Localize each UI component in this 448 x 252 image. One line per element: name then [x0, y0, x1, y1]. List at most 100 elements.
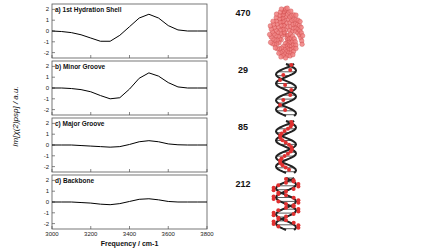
water-atom — [285, 6, 290, 11]
y-tick-label: 1 — [46, 131, 50, 137]
water-atom — [284, 181, 288, 185]
water-atom — [289, 88, 293, 92]
y-tick-label: -1 — [44, 39, 50, 45]
y-tick — [52, 166, 55, 167]
plot-area — [52, 199, 207, 205]
water-atom — [284, 218, 288, 222]
spectrum-line — [52, 14, 207, 41]
dna-image — [276, 63, 296, 116]
x-tick — [90, 226, 91, 229]
y-tick-label: 2 — [46, 63, 50, 69]
water-atom — [296, 185, 300, 189]
base-pair — [278, 71, 296, 72]
y-tick — [52, 212, 55, 213]
water-atom — [274, 12, 279, 17]
y-tick-label: -2 — [44, 221, 50, 227]
water-atom — [292, 205, 296, 209]
y-tick — [52, 109, 55, 110]
x-axis-label: Frequency / cm-1 — [101, 240, 159, 248]
x-tick — [129, 169, 130, 172]
y-tick — [52, 20, 55, 21]
water-atom — [271, 19, 276, 24]
x-tick — [129, 112, 130, 115]
y-tick — [52, 41, 55, 42]
plot-frame — [52, 175, 207, 229]
strand — [276, 121, 296, 173]
water-atom — [281, 138, 285, 142]
x-tick — [52, 169, 53, 172]
x-tick — [90, 112, 91, 115]
water-atom — [276, 217, 280, 221]
y-tick-label: -1 — [44, 96, 50, 102]
y-tick — [52, 191, 55, 192]
water-atom — [300, 42, 305, 47]
y-tick-label: 1 — [46, 74, 50, 80]
water-atom — [276, 183, 280, 187]
water-atom — [292, 187, 296, 191]
x-tick — [52, 226, 53, 229]
water-atom — [268, 24, 273, 29]
x-tick — [90, 55, 91, 58]
dna-image — [272, 177, 301, 230]
water-atom — [292, 196, 296, 200]
water-atom — [278, 103, 282, 107]
count-label: 29 — [238, 65, 248, 75]
strand — [276, 64, 296, 116]
water-atom — [288, 68, 292, 72]
water-atom — [284, 202, 288, 206]
x-tick — [52, 55, 53, 58]
water-atom — [294, 13, 299, 18]
spectrum-line — [52, 73, 207, 99]
count-label: 212 — [235, 179, 250, 189]
water-atom — [296, 201, 300, 205]
x-tick-label: 3000 — [45, 231, 59, 237]
water-atom — [284, 193, 288, 197]
y-axis-label: Im[χ(2)psp] / a.u. — [11, 86, 20, 146]
y-tick-label: 0 — [46, 28, 50, 34]
x-tick — [90, 169, 91, 172]
plot-frame — [52, 4, 207, 58]
y-tick-label: 2 — [46, 120, 50, 126]
strand — [276, 121, 296, 173]
y-tick-label: -1 — [44, 153, 50, 159]
x-tick-label: 3400 — [123, 231, 137, 237]
water-atom — [268, 40, 273, 45]
water-atom — [273, 46, 278, 51]
x-tick-label: 3800 — [200, 231, 214, 237]
spectrum-line — [52, 141, 207, 147]
water-atom — [267, 32, 272, 37]
panel-title: c) Major Groove — [55, 120, 105, 128]
water-atom — [281, 73, 285, 77]
y-tick-label: 2 — [46, 177, 50, 183]
x-tick — [52, 112, 53, 115]
water-atom — [276, 192, 280, 196]
y-tick-label: -2 — [44, 164, 50, 170]
count-label: 470 — [235, 8, 250, 18]
dna-image — [276, 120, 296, 173]
water-atom — [283, 56, 288, 61]
x-tick — [207, 112, 208, 115]
water-atom — [284, 206, 288, 210]
water-atom — [283, 83, 287, 87]
water-atom — [279, 7, 284, 12]
water-atom — [296, 226, 300, 230]
y-tick — [52, 52, 55, 53]
water-atom — [286, 127, 290, 131]
y-tick — [52, 155, 55, 156]
y-tick — [52, 77, 55, 78]
water-atom — [292, 212, 296, 216]
strand — [276, 178, 296, 230]
water-atom — [272, 188, 276, 192]
x-tick-label: 3200 — [84, 231, 98, 237]
y-tick-label: 0 — [46, 199, 50, 205]
strand — [276, 64, 296, 116]
panel-title: a) 1st Hydration Shell — [55, 6, 122, 14]
water-atom — [284, 141, 288, 145]
y-tick-label: 1 — [46, 188, 50, 194]
water-atom — [292, 221, 296, 225]
water-atom — [286, 152, 290, 156]
panel-title: b) Minor Groove — [55, 63, 106, 71]
water-atom — [298, 19, 303, 24]
water-atom — [284, 177, 288, 181]
x-tick — [168, 169, 169, 172]
